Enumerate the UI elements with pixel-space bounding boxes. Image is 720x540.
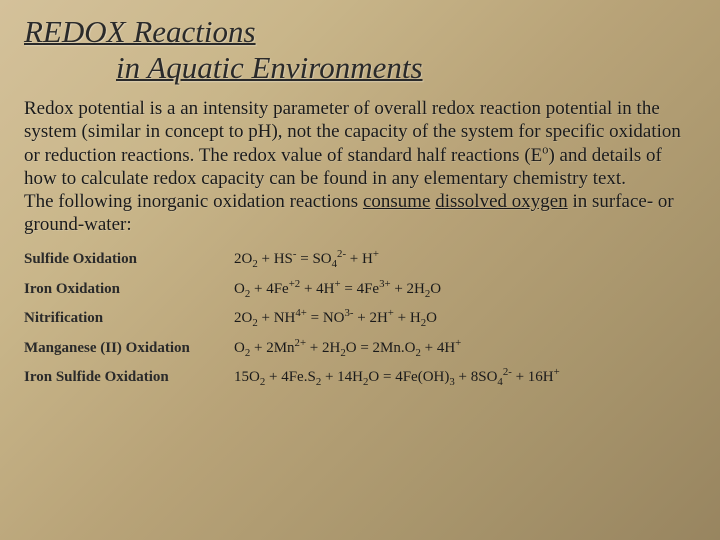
slide-title: REDOX Reactions in Aquatic Environments (24, 14, 696, 85)
reaction-name: Iron Sulfide Oxidation (24, 368, 234, 388)
para-underline-2: dissolved oxygen (435, 191, 567, 212)
reaction-row: Sulfide Oxidation 2O2 + HS- = SO42- + H+ (24, 250, 696, 270)
reaction-equation: 2O2 + NH4+ = NO3- + 2H+ + H2O (234, 309, 696, 329)
reaction-name: Iron Oxidation (24, 280, 234, 300)
para-underline-1: consume (363, 191, 431, 212)
reaction-name: Sulfide Oxidation (24, 250, 234, 270)
reaction-row: Nitrification 2O2 + NH4+ = NO3- + 2H+ + … (24, 309, 696, 329)
body-paragraph: Redox potential is a an intensity parame… (24, 97, 696, 236)
reaction-name: Manganese (II) Oxidation (24, 339, 234, 359)
title-line-2: in Aquatic Environments (24, 50, 696, 86)
reaction-row: Iron Oxidation O2 + 4Fe+2 + 4H+ = 4Fe3+ … (24, 280, 696, 300)
reaction-equation: O2 + 2Mn2+ + 2H2O = 2Mn.O2 + 4H+ (234, 339, 696, 359)
reaction-equation: O2 + 4Fe+2 + 4H+ = 4Fe3+ + 2H2O (234, 280, 696, 300)
para-seg-2a: The following inorganic oxidation reacti… (24, 191, 363, 212)
title-line-1: REDOX Reactions (24, 14, 696, 50)
reaction-row: Manganese (II) Oxidation O2 + 2Mn2+ + 2H… (24, 339, 696, 359)
reactions-list: Sulfide Oxidation 2O2 + HS- = SO42- + H+… (24, 250, 696, 388)
reaction-equation: 2O2 + HS- = SO42- + H+ (234, 250, 696, 270)
reaction-name: Nitrification (24, 309, 234, 329)
reaction-equation: 15O2 + 4Fe.S2 + 14H2O = 4Fe(OH)3 + 8SO42… (234, 368, 696, 388)
reaction-row: Iron Sulfide Oxidation 15O2 + 4Fe.S2 + 1… (24, 368, 696, 388)
